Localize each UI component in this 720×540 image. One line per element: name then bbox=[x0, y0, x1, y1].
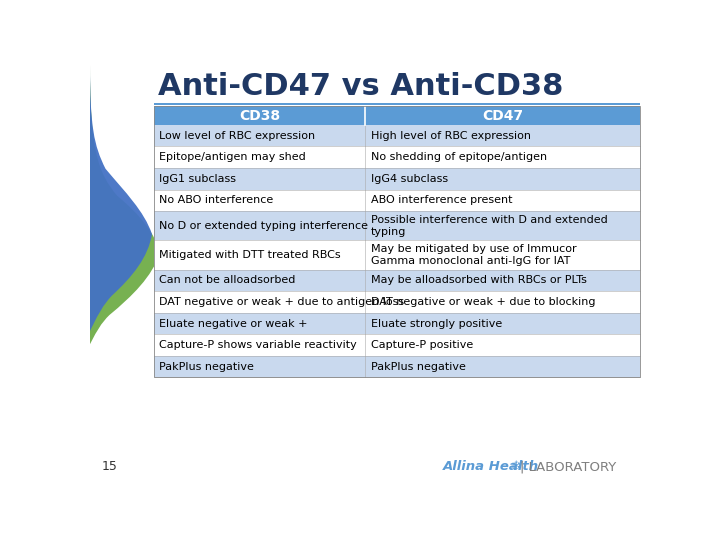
Bar bbox=[153, 313, 640, 334]
Bar bbox=[153, 211, 640, 240]
Text: Allina Health: Allina Health bbox=[443, 460, 539, 473]
Bar bbox=[153, 356, 640, 377]
Text: Can not be alloadsorbed: Can not be alloadsorbed bbox=[159, 275, 295, 286]
Text: High level of RBC expression: High level of RBC expression bbox=[371, 131, 531, 140]
Bar bbox=[153, 125, 640, 146]
Text: ABO interference present: ABO interference present bbox=[371, 195, 512, 205]
Text: No shedding of epitope/antigen: No shedding of epitope/antigen bbox=[371, 152, 546, 162]
Text: Capture-P shows variable reactivity: Capture-P shows variable reactivity bbox=[159, 340, 356, 350]
Text: Capture-P positive: Capture-P positive bbox=[371, 340, 473, 350]
Text: Mitigated with DTT treated RBCs: Mitigated with DTT treated RBCs bbox=[159, 250, 341, 260]
Text: PakPlus negative: PakPlus negative bbox=[159, 362, 254, 372]
Bar bbox=[153, 168, 640, 190]
Text: CD47: CD47 bbox=[482, 109, 523, 123]
Text: | LABORATORY: | LABORATORY bbox=[520, 460, 616, 473]
Bar bbox=[153, 334, 640, 356]
Text: ❄: ❄ bbox=[510, 460, 521, 473]
Bar bbox=[153, 190, 640, 211]
Text: Low level of RBC expression: Low level of RBC expression bbox=[159, 131, 315, 140]
Bar bbox=[153, 291, 640, 313]
Bar bbox=[153, 103, 640, 105]
Text: Epitope/antigen may shed: Epitope/antigen may shed bbox=[159, 152, 306, 162]
Text: 15: 15 bbox=[102, 460, 117, 473]
Text: No D or extended typing interference: No D or extended typing interference bbox=[159, 221, 368, 231]
Bar bbox=[153, 146, 640, 168]
Bar bbox=[153, 106, 640, 125]
Text: IgG1 subclass: IgG1 subclass bbox=[159, 174, 236, 184]
Text: CD38: CD38 bbox=[239, 109, 280, 123]
Bar bbox=[153, 106, 640, 377]
Text: DAT negative or weak + due to antigen loss: DAT negative or weak + due to antigen lo… bbox=[159, 297, 404, 307]
PathPatch shape bbox=[90, 65, 152, 303]
Text: No ABO interference: No ABO interference bbox=[159, 195, 273, 205]
Text: May be alloadsorbed with RBCs or PLTs: May be alloadsorbed with RBCs or PLTs bbox=[371, 275, 587, 286]
Text: May be mitigated by use of Immucor
Gamma monoclonal anti-IgG for IAT: May be mitigated by use of Immucor Gamma… bbox=[371, 244, 576, 266]
Text: Anti-CD47 vs Anti-CD38: Anti-CD47 vs Anti-CD38 bbox=[158, 72, 564, 101]
Bar bbox=[153, 240, 640, 269]
Text: DAT negative or weak + due to blocking: DAT negative or weak + due to blocking bbox=[371, 297, 595, 307]
Bar bbox=[153, 269, 640, 291]
Text: Eluate strongly positive: Eluate strongly positive bbox=[371, 319, 502, 328]
Text: PakPlus negative: PakPlus negative bbox=[371, 362, 466, 372]
Text: Eluate negative or weak +: Eluate negative or weak + bbox=[159, 319, 307, 328]
Text: IgG4 subclass: IgG4 subclass bbox=[371, 174, 448, 184]
Text: Possible interference with D and extended
typing: Possible interference with D and extende… bbox=[371, 215, 608, 237]
PathPatch shape bbox=[90, 65, 160, 322]
